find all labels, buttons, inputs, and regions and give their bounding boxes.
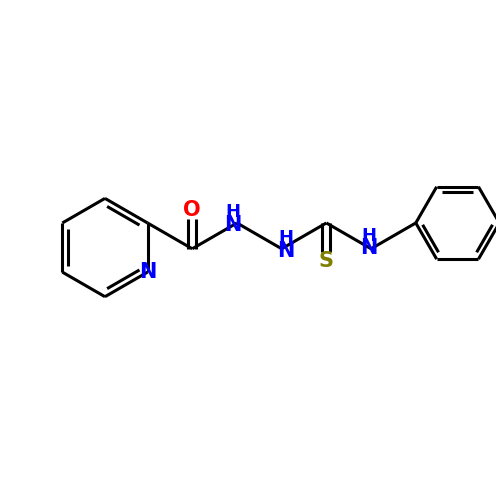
Text: N: N: [360, 238, 378, 258]
Text: N: N: [139, 262, 156, 282]
Text: H: H: [278, 229, 293, 247]
Text: H: H: [361, 228, 376, 246]
Text: N: N: [224, 216, 242, 236]
Text: O: O: [184, 200, 201, 220]
Text: H: H: [226, 203, 240, 221]
Text: S: S: [319, 252, 334, 272]
Text: N: N: [277, 241, 294, 261]
